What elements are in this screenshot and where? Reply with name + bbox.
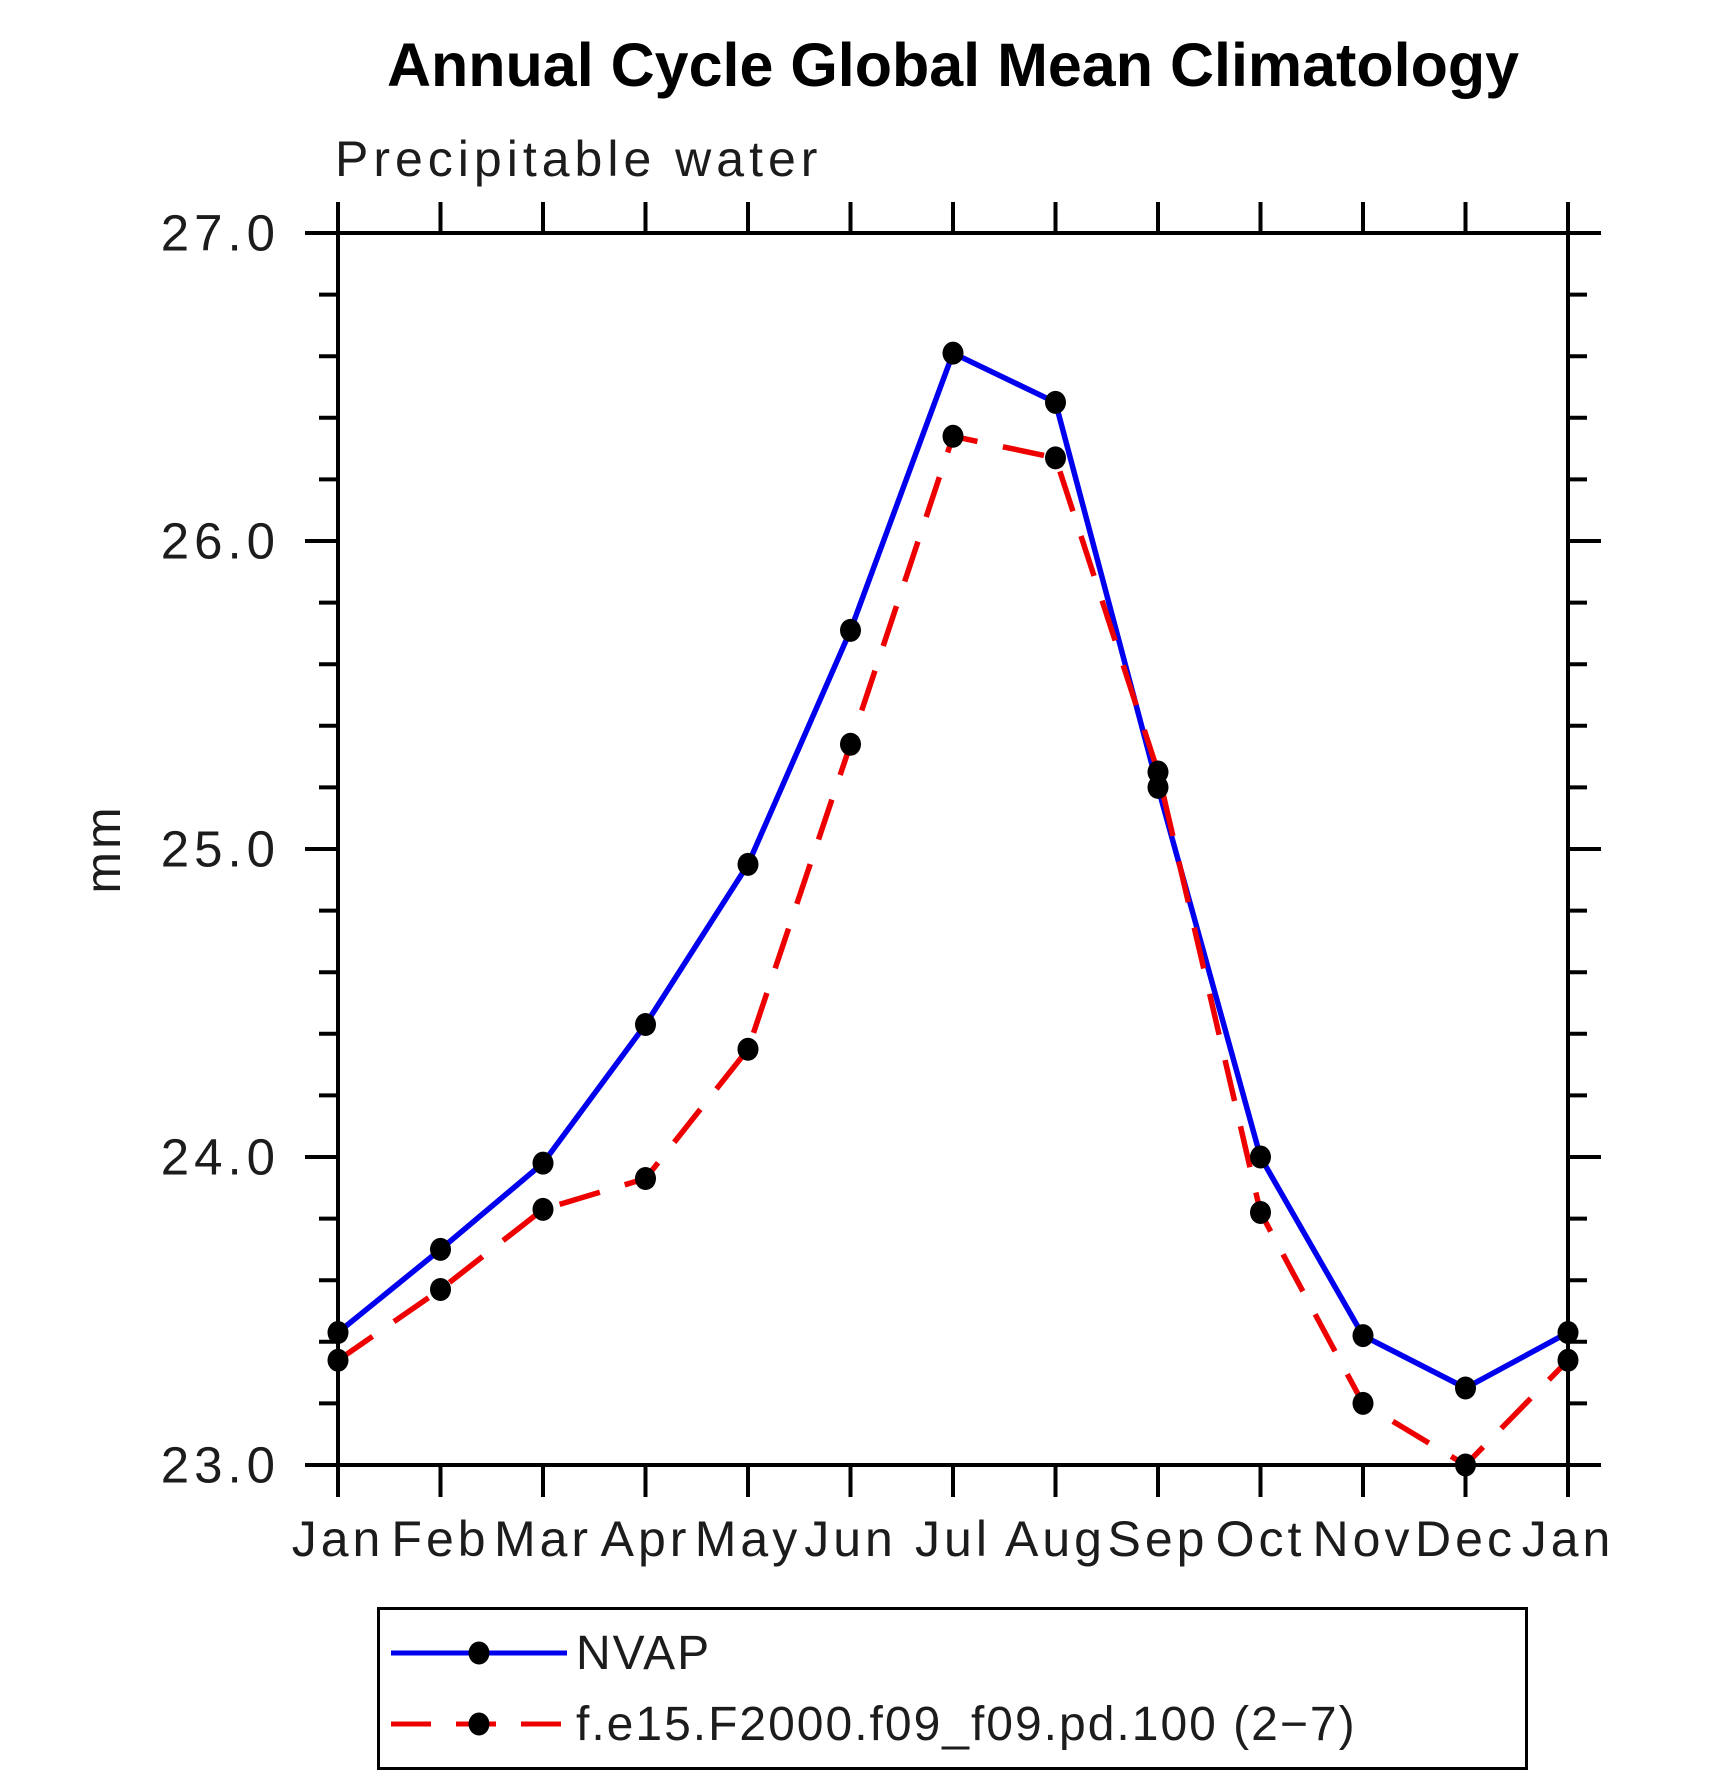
data-point-marker bbox=[942, 424, 964, 448]
data-point-marker bbox=[327, 1348, 349, 1372]
data-point-marker bbox=[840, 618, 861, 642]
data-point-marker bbox=[942, 341, 964, 365]
data-point-marker bbox=[1250, 1145, 1271, 1169]
data-point-marker bbox=[1352, 1391, 1374, 1415]
data-point-marker bbox=[1352, 1324, 1374, 1348]
x-tick-label: Apr bbox=[601, 1511, 691, 1567]
x-tick-label: Sep bbox=[1108, 1511, 1209, 1567]
data-point-marker bbox=[1045, 446, 1066, 470]
y-tick-label: 27.0 bbox=[161, 205, 280, 262]
data-point-marker bbox=[327, 1321, 349, 1345]
data-point-marker bbox=[1250, 1200, 1271, 1224]
legend-marker-dot bbox=[468, 1641, 490, 1665]
data-point-marker bbox=[1455, 1453, 1476, 1477]
x-tick-label: Aug bbox=[1005, 1511, 1106, 1567]
data-point-marker bbox=[1045, 390, 1066, 414]
data-point-marker bbox=[430, 1277, 451, 1301]
data-point-marker bbox=[737, 1037, 759, 1061]
data-point-marker bbox=[532, 1151, 554, 1175]
y-tick-label: 24.0 bbox=[161, 1129, 280, 1186]
x-tick-label: Feb bbox=[391, 1511, 489, 1567]
data-point-marker bbox=[532, 1197, 554, 1221]
legend-label: NVAP bbox=[576, 1626, 712, 1680]
legend-line-solid-blue bbox=[391, 1641, 567, 1665]
data-point-marker bbox=[1557, 1348, 1579, 1372]
data-point-marker bbox=[1455, 1376, 1476, 1400]
data-point-marker bbox=[430, 1237, 451, 1261]
legend-label: f.e15.F2000.f09_f09.pd.100 (2−7) bbox=[576, 1697, 1357, 1751]
data-point-marker bbox=[635, 1167, 656, 1191]
x-tick-label: Jan bbox=[292, 1511, 385, 1567]
x-tick-label: Oct bbox=[1216, 1511, 1306, 1567]
x-tick-label: Mar bbox=[494, 1511, 592, 1567]
data-point-marker bbox=[1147, 760, 1169, 784]
legend-marker-dot bbox=[468, 1712, 490, 1736]
data-point-marker bbox=[840, 732, 861, 756]
data-point-marker bbox=[1557, 1321, 1579, 1345]
x-tick-label: May bbox=[695, 1511, 801, 1567]
y-tick-label: 25.0 bbox=[161, 821, 280, 878]
chart-subtitle: Precipitable water bbox=[335, 131, 823, 187]
legend-line-dashed-red bbox=[391, 1712, 567, 1736]
data-point-marker bbox=[737, 852, 759, 876]
legend-item-model: f.e15.F2000.f09_f09.pd.100 (2−7) bbox=[386, 1696, 1525, 1752]
y-tick-label: 23.0 bbox=[161, 1437, 280, 1494]
x-tick-label: Dec bbox=[1415, 1511, 1516, 1567]
x-tick-label: Jun bbox=[804, 1511, 897, 1567]
series-line-nvap bbox=[336, 349, 1570, 1392]
x-tick-label: Jan bbox=[1522, 1511, 1615, 1567]
chart-title: Annual Cycle Global Mean Climatology bbox=[386, 31, 1520, 99]
y-tick-label: 26.0 bbox=[161, 513, 280, 570]
legend-item-nvap: NVAP bbox=[386, 1625, 1525, 1681]
legend: NVAP f.e15.F2000.f09_f09.pd.100 (2−7) bbox=[377, 1607, 1528, 1770]
x-tick-label: Jul bbox=[915, 1511, 991, 1567]
data-point-marker bbox=[635, 1013, 656, 1037]
x-tick-label: Nov bbox=[1313, 1511, 1414, 1567]
plot-frame bbox=[336, 231, 1570, 1467]
series-line-model bbox=[336, 433, 1570, 1469]
